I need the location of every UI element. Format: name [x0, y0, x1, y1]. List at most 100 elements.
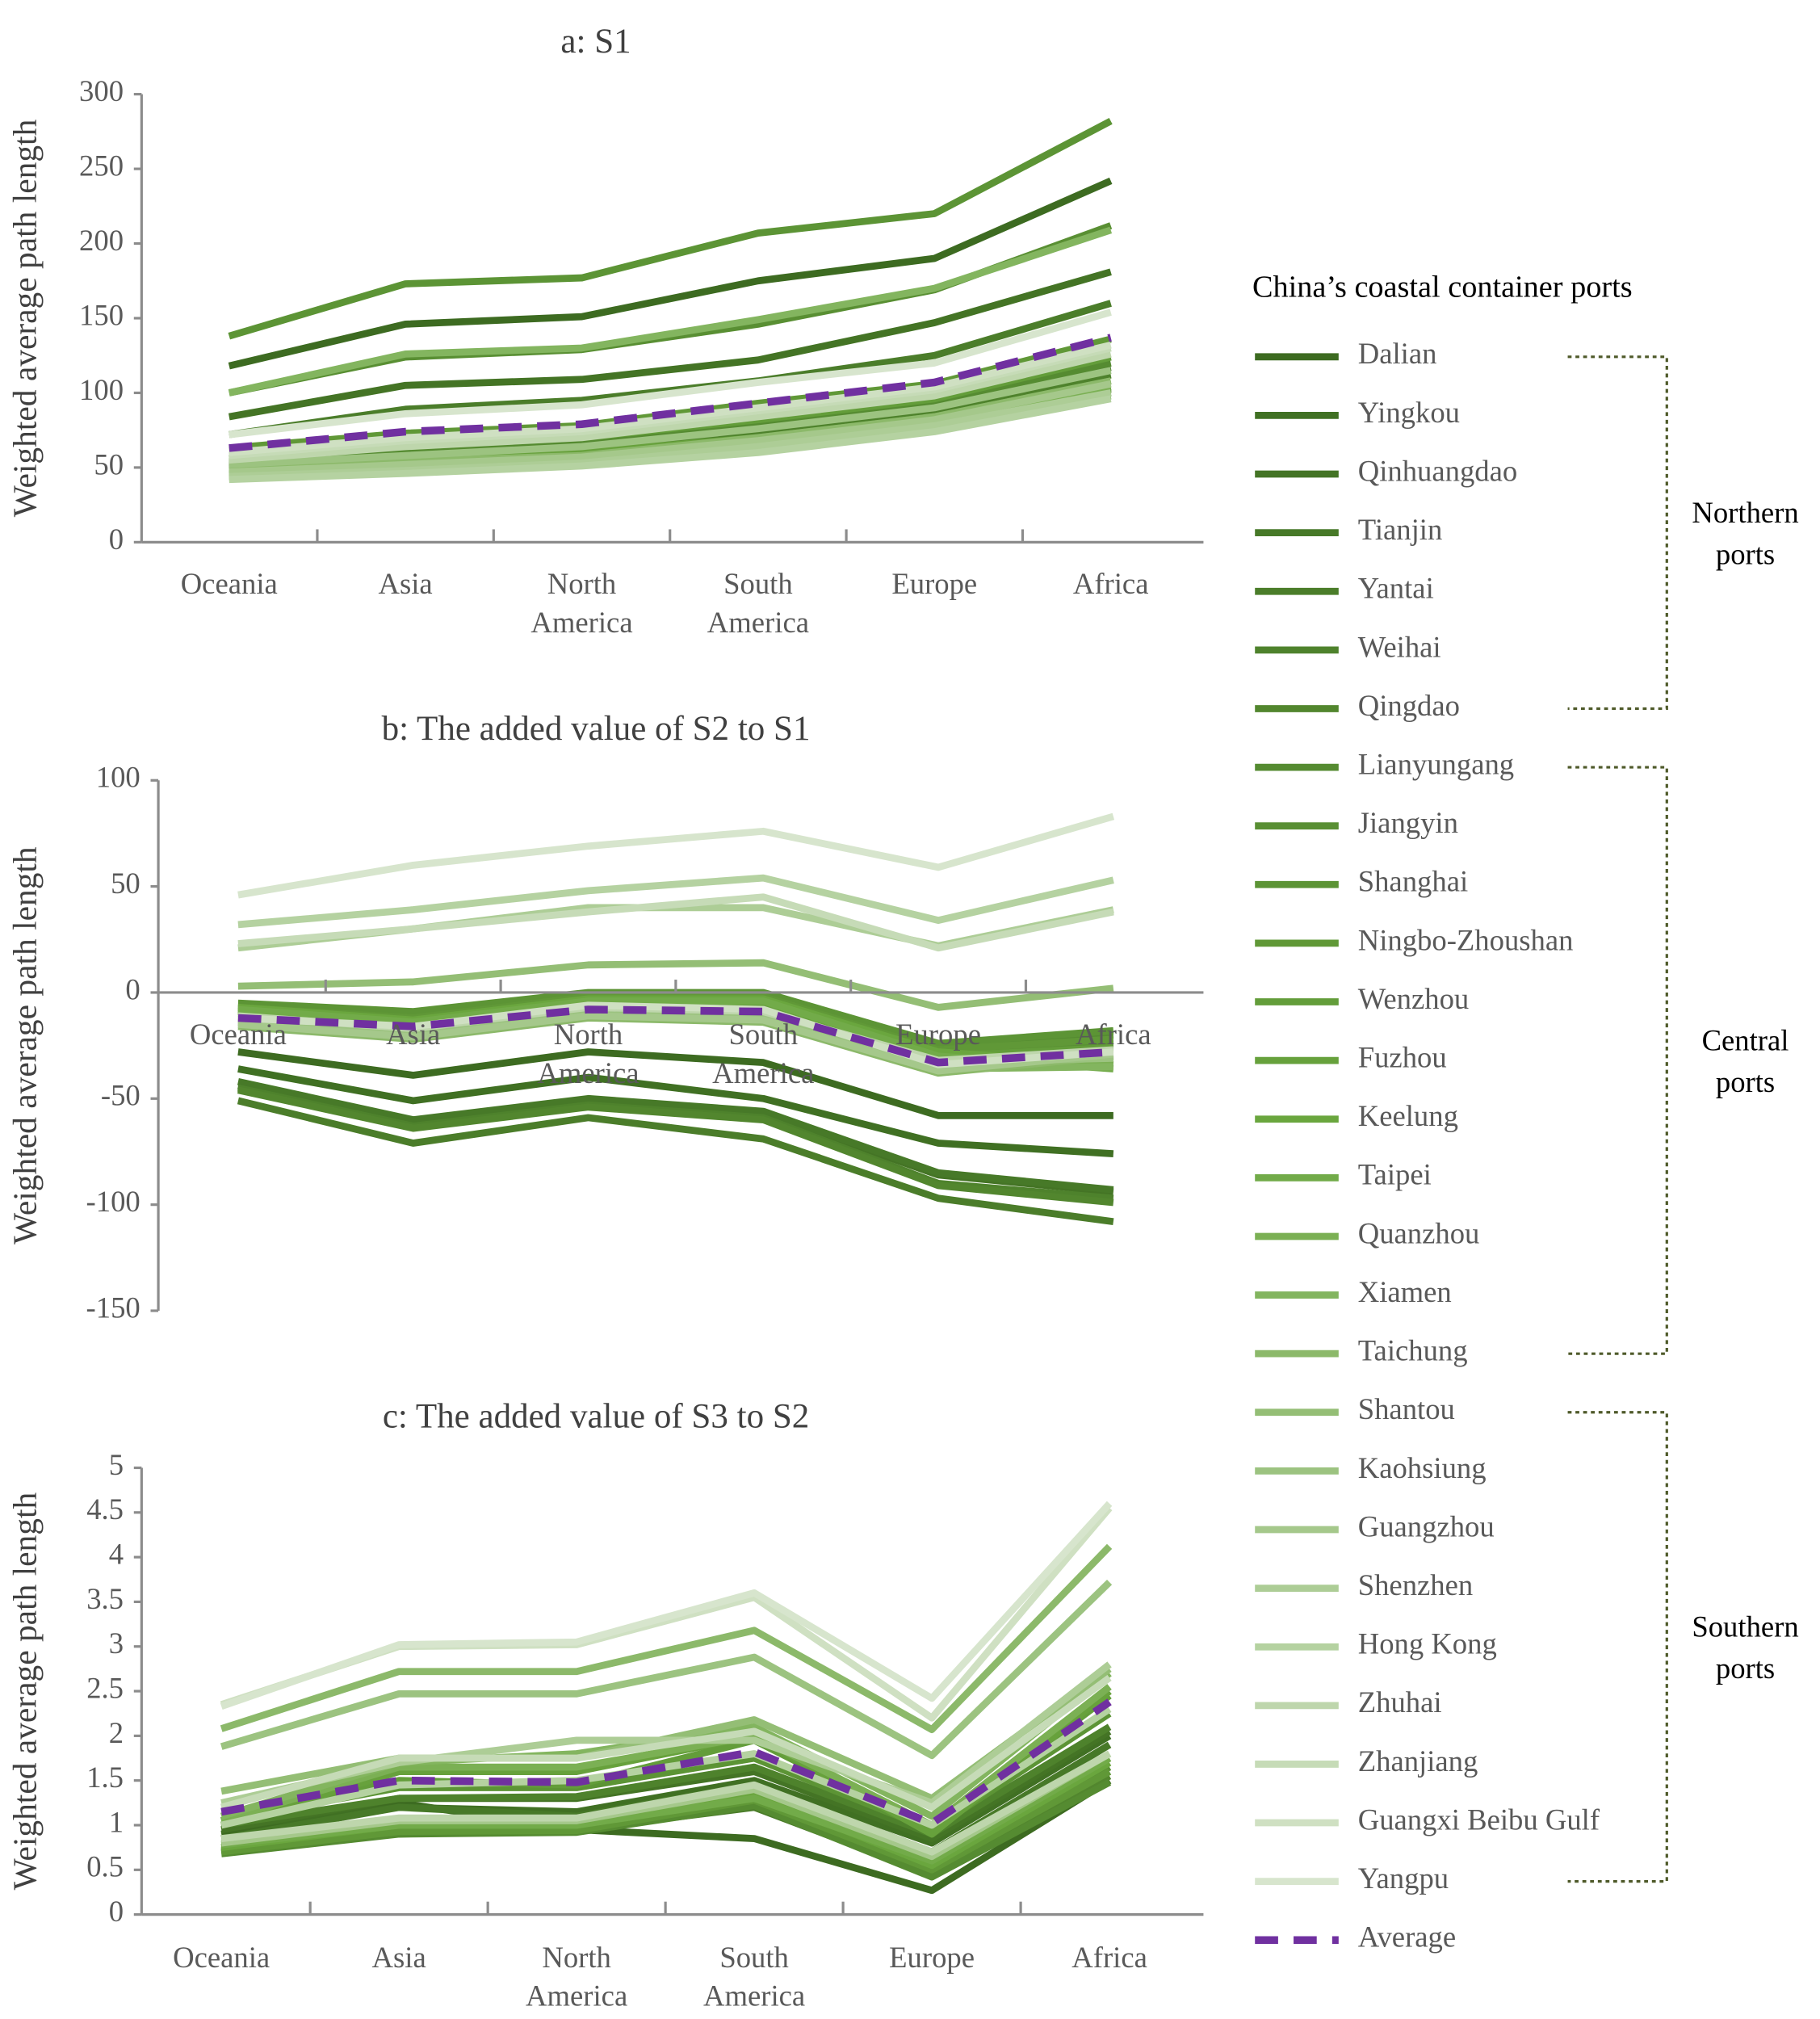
series-line: Dalian: [228, 177, 1113, 370]
series-line: Qinhuangdao: [228, 268, 1112, 421]
x-tick-label-line: North: [547, 567, 617, 600]
group-label: Central ports: [1702, 1023, 1789, 1098]
legend-label: Taichung: [1358, 1334, 1468, 1367]
y-tick-label: 100: [79, 373, 124, 406]
x-tick-label: Europe: [889, 1941, 975, 1974]
legend-item: Yingkou: [1255, 396, 1460, 429]
legend-label: Lianyungang: [1358, 747, 1514, 780]
legend-label: Hong Kong: [1358, 1627, 1497, 1660]
legend-item: Zhanjiang: [1255, 1744, 1478, 1778]
x-tick-label-line: South: [728, 1018, 798, 1051]
group-label-line: ports: [1716, 1652, 1775, 1685]
x-tick-label: North America: [530, 567, 632, 639]
x-tick-label: North America: [537, 1018, 639, 1089]
x-tick-label-line: Africa: [1071, 1941, 1147, 1974]
legend-label: Yingkou: [1358, 396, 1460, 429]
legend-item: Dalian: [1255, 337, 1436, 370]
y-tick-label: 0.5: [86, 1850, 124, 1883]
legend-label: Shantou: [1358, 1392, 1455, 1425]
group-label: Southern ports: [1692, 1610, 1798, 1685]
group-label-line: Northern: [1692, 496, 1798, 529]
legend-item: Taipei: [1255, 1158, 1432, 1191]
series-line: Taichung: [220, 1543, 1113, 1734]
legend-item: Ningbo-Zhoushan: [1255, 923, 1573, 956]
legend-label: Qinhuangdao: [1358, 454, 1517, 487]
legend-item: Shenzhen: [1255, 1568, 1473, 1601]
x-tick-label-line: Oceania: [181, 567, 278, 600]
x-tick-label-line: Asia: [386, 1018, 440, 1051]
legend-item: Fuzhou: [1255, 1041, 1447, 1074]
legend-title: China’s coastal container ports: [1252, 271, 1633, 304]
series-line: Guangxi Beibu Gulf: [229, 342, 1112, 456]
series-line: Kaohsiung: [229, 367, 1112, 468]
legend-label: Average: [1358, 1920, 1456, 1954]
x-tick-label-line: America: [530, 606, 632, 639]
legend-item: Shantou: [1255, 1392, 1455, 1425]
legend-item: Weihai: [1255, 630, 1441, 663]
y-tick-label: 1.5: [86, 1761, 124, 1794]
x-tick-label: South America: [712, 1018, 814, 1089]
y-tick-label: 0: [109, 1895, 124, 1928]
y-tick-label: 0: [125, 972, 140, 1005]
series-line: Taipei: [220, 1755, 1112, 1865]
x-tick-label-line: America: [707, 606, 809, 639]
group-label-line: ports: [1716, 537, 1775, 570]
y-tick-label: 100: [96, 761, 140, 794]
legend-group-bracket: Southern ports: [1567, 1411, 1799, 1883]
x-tick-label: Asia: [379, 567, 433, 600]
x-tick-label-line: Asia: [372, 1941, 426, 1974]
legend-label: Zhanjiang: [1358, 1744, 1478, 1778]
legend-label: Xiamen: [1358, 1275, 1452, 1308]
x-tick-label-line: Europe: [891, 567, 977, 600]
legend-label: Kaohsiung: [1358, 1451, 1487, 1484]
x-tick-label: Africa: [1076, 1018, 1151, 1051]
bracket-line: [1567, 766, 1668, 1355]
series-line: Zhuhai: [229, 350, 1112, 464]
series-line: Guangzhou: [229, 380, 1112, 476]
legend-label: Guangzhou: [1358, 1509, 1495, 1543]
legend-item: Taichung: [1255, 1334, 1468, 1367]
legend-item: Shanghai: [1255, 865, 1468, 898]
x-tick-label: Africa: [1073, 567, 1149, 600]
legend-item: Keelung: [1255, 1099, 1458, 1132]
x-tick-label-line: Africa: [1076, 1018, 1151, 1051]
legend-item: Tianjin: [1255, 513, 1442, 546]
legend-label: Quanzhou: [1358, 1216, 1480, 1249]
legend-item: Zhuhai: [1255, 1685, 1442, 1719]
legend-item: Guangxi Beibu Gulf: [1255, 1803, 1600, 1836]
series-line: Yantai: [237, 1097, 1114, 1226]
x-tick-label: Oceania: [190, 1018, 287, 1051]
chart-title: b: The added value of S2 to S1: [382, 710, 811, 748]
series-line: Zhanjiang: [237, 893, 1114, 952]
y-tick-label: 200: [79, 224, 124, 257]
series-line: Yingkou: [237, 1065, 1114, 1157]
x-tick-label: Oceania: [181, 567, 278, 600]
x-tick-label-line: America: [526, 1979, 627, 2013]
legend-item: Quanzhou: [1255, 1216, 1479, 1249]
x-tick-label-line: Europe: [889, 1941, 975, 1974]
x-tick-label-line: America: [712, 1056, 814, 1089]
y-axis-title: Weighted average path length: [6, 119, 44, 517]
chart-title: a: S1: [560, 23, 631, 61]
x-tick-label: Europe: [891, 567, 977, 600]
legend-item: Yantai: [1255, 572, 1434, 605]
bracket-line: [1567, 355, 1668, 711]
legend-item-average: Average: [1255, 1920, 1456, 1954]
x-tick-label: North America: [526, 1941, 627, 2013]
x-tick-label: South America: [707, 567, 809, 639]
x-tick-label-line: Africa: [1073, 567, 1149, 600]
legend: China’s coastal container ports Dalian Yin…: [1252, 271, 1799, 1954]
series-line: Shanghai: [228, 118, 1113, 340]
legend-item: Kaohsiung: [1255, 1451, 1487, 1484]
x-tick-label-line: North: [554, 1018, 623, 1051]
legend-label: Shenzhen: [1358, 1568, 1474, 1601]
x-tick-label: Africa: [1071, 1941, 1147, 1974]
legend-item: Qinhuangdao: [1255, 454, 1517, 487]
series-line: Guangzhou: [237, 1012, 1114, 1075]
series-line: Qingdao: [237, 1086, 1114, 1207]
legend-label: Fuzhou: [1358, 1041, 1447, 1074]
legend-item: Lianyungang: [1255, 747, 1514, 780]
legend-label: Keelung: [1358, 1099, 1458, 1132]
legend-label: Yantai: [1358, 572, 1434, 605]
